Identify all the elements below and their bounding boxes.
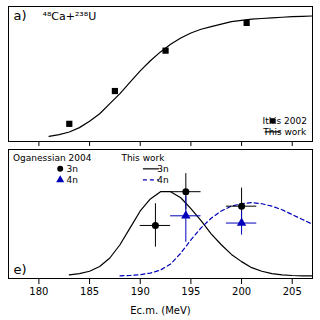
svg-text:Itkis 2002: Itkis 2002 [263, 116, 307, 126]
svg-text:Ec.m. (MeV): Ec.m. (MeV) [130, 305, 191, 316]
svg-text:a): a) [14, 8, 27, 23]
svg-text:4n: 4n [66, 175, 77, 185]
svg-text:This work: This work [262, 127, 307, 137]
svg-text:3n: 3n [66, 164, 77, 174]
svg-text:180: 180 [29, 286, 48, 297]
svg-text:190: 190 [131, 286, 150, 297]
svg-text:195: 195 [181, 286, 200, 297]
svg-text:This work: This work [120, 153, 165, 163]
svg-text:200: 200 [232, 286, 251, 297]
svg-text:⁴⁸Ca+²³⁸U: ⁴⁸Ca+²³⁸U [43, 10, 97, 23]
svg-text:205: 205 [283, 286, 302, 297]
svg-text:e): e) [14, 262, 27, 277]
svg-text:185: 185 [80, 286, 99, 297]
svg-text:4n: 4n [157, 175, 168, 185]
svg-text:Oganessian 2004: Oganessian 2004 [13, 153, 92, 163]
svg-text:3n: 3n [157, 164, 168, 174]
